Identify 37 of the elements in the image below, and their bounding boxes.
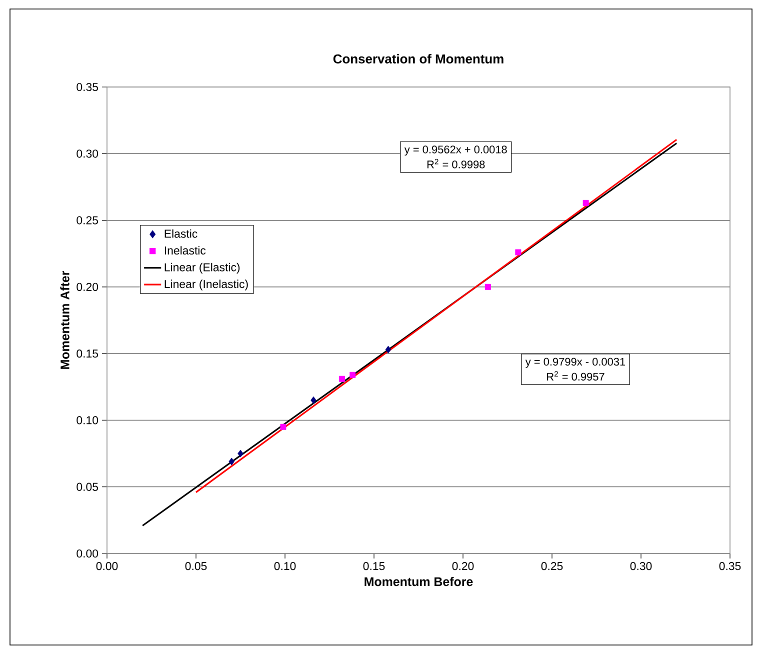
x-tick-label: 0.30	[630, 562, 652, 570]
legend-label: Linear (Inelastic)	[164, 280, 248, 290]
y-axis-title: Momentum After	[60, 270, 70, 369]
point	[385, 346, 392, 354]
point	[338, 376, 345, 382]
x-tick-label: 0.15	[363, 562, 385, 570]
point	[582, 200, 589, 206]
y-tick-label: 0.25	[76, 216, 98, 224]
legend-label: Elastic	[164, 229, 198, 238]
x-tick-label: 0.35	[719, 562, 741, 570]
annotation: R$^{2}$ = 0.9957	[547, 371, 604, 381]
y-tick-label: 0.15	[76, 350, 98, 358]
y-tick-label: 0.00	[76, 549, 98, 558]
y-tick-label: 0.35	[76, 82, 98, 92]
x-tick-label: 0.05	[185, 562, 207, 570]
annotation: y = 0.9799x - 0.0031	[525, 358, 626, 368]
point	[280, 424, 286, 430]
x-tick-label: 0.10	[274, 562, 296, 570]
y-tick-label: 0.30	[76, 150, 98, 158]
point	[238, 450, 244, 458]
y-tick-label: 0.20	[76, 282, 98, 291]
x-tick-label: 0.00	[96, 562, 118, 570]
legend-label: Inelastic	[164, 246, 206, 255]
y-tick-label: 0.05	[76, 482, 98, 491]
point	[515, 249, 522, 256]
point	[484, 284, 491, 290]
x-axis-title: Momentum Before	[364, 576, 473, 586]
chart-title: Conservation of Momentum	[333, 54, 504, 64]
y-tick-label: 0.10	[76, 416, 98, 424]
point	[228, 458, 234, 466]
x-tick-label: 0.25	[541, 562, 563, 570]
point	[310, 396, 316, 404]
x-tick-label: 0.20	[452, 562, 474, 570]
point	[350, 372, 356, 378]
annotation: R$^{2}$ = 0.9998	[427, 158, 485, 168]
legend-label: Linear (Elastic)	[164, 262, 240, 274]
annotation: y = 0.9562x + 0.0018	[404, 146, 507, 156]
